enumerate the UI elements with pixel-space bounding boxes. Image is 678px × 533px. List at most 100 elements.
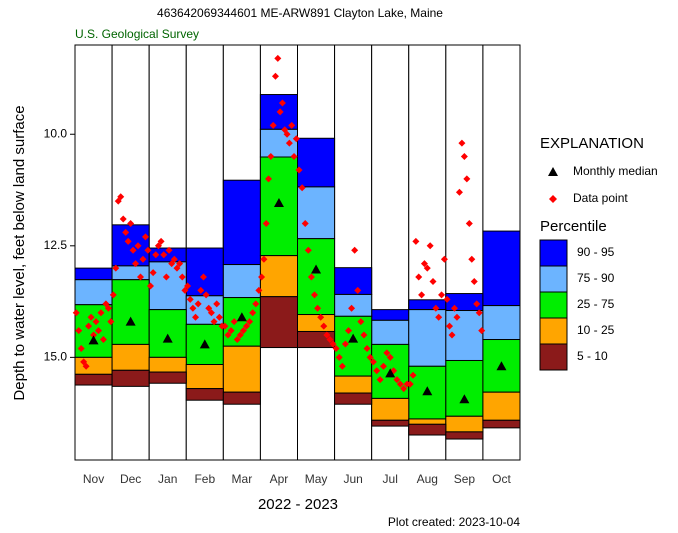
data-point: [420, 260, 428, 268]
data-point: [310, 291, 318, 299]
data-point: [369, 358, 377, 366]
data-point: [75, 327, 83, 335]
data-point: [453, 313, 461, 321]
percentile-band: [185, 388, 224, 401]
data-point: [458, 139, 466, 147]
percentile-band: [297, 137, 336, 188]
percentile-band: [111, 369, 150, 387]
data-point: [290, 153, 298, 161]
data-point: [181, 286, 189, 294]
data-point: [168, 260, 176, 268]
data-point: [92, 318, 100, 326]
data-point: [478, 327, 486, 335]
data-point: [443, 295, 451, 303]
data-point: [255, 286, 263, 294]
legend-label: 25 - 75: [577, 297, 615, 311]
data-point: [348, 304, 356, 312]
percentile-band: [297, 314, 336, 332]
data-point: [475, 309, 483, 317]
data-point: [94, 327, 102, 335]
percentile-band: [408, 299, 447, 311]
percentile-band: [111, 343, 150, 371]
monthly-median: [162, 333, 173, 343]
data-point: [112, 264, 120, 272]
percentile-band: [482, 230, 521, 307]
data-point: [295, 166, 303, 174]
data-point: [435, 313, 443, 321]
legend-subtitle: Percentile: [540, 218, 607, 235]
legend-label: Monthly median: [573, 164, 658, 178]
data-point: [99, 336, 107, 344]
data-point: [463, 175, 471, 183]
data-point: [152, 251, 160, 259]
data-point: [144, 246, 152, 254]
data-point: [429, 278, 437, 286]
data-point: [412, 237, 420, 245]
data-point: [335, 353, 343, 361]
legend-label: 10 - 25: [577, 323, 615, 337]
percentile-band: [334, 375, 373, 394]
data-point: [274, 54, 282, 62]
data-point: [178, 273, 186, 281]
x-tick-label: Dec: [120, 472, 141, 486]
data-point: [146, 282, 154, 290]
data-point: [176, 260, 184, 268]
x-tick-label: May: [305, 472, 328, 486]
y-tick-label: 15.0: [44, 350, 68, 364]
footnote: Plot created: 2023-10-04: [388, 515, 520, 529]
data-point: [418, 291, 426, 299]
data-point: [344, 327, 352, 335]
data-point: [409, 371, 417, 379]
percentile-band: [297, 186, 336, 240]
data-point: [341, 340, 349, 348]
percentile-band: [222, 345, 261, 393]
data-point: [77, 344, 85, 352]
data-point: [432, 304, 440, 312]
data-point: [124, 237, 132, 245]
data-point: [230, 318, 238, 326]
data-point: [192, 313, 200, 321]
percentile-band: [259, 255, 298, 298]
data-point: [221, 322, 229, 330]
data-point: [239, 327, 247, 335]
data-point: [298, 184, 306, 192]
data-point: [379, 362, 387, 370]
percentile-band: [482, 391, 521, 421]
percentile-band: [148, 356, 187, 373]
data-point: [465, 219, 473, 227]
data-point: [215, 313, 223, 321]
data-point: [288, 121, 296, 129]
data-point: [366, 353, 374, 361]
y-tick-label: 10.0: [44, 126, 68, 140]
monthly-median: [348, 333, 359, 343]
data-point: [329, 340, 337, 348]
percentile-band: [408, 418, 447, 425]
data-point: [276, 108, 284, 116]
data-point: [139, 255, 147, 263]
data-point: [386, 353, 394, 361]
data-point: [194, 300, 202, 308]
percentile-band: [371, 309, 410, 321]
data-point: [426, 242, 434, 250]
data-point: [243, 322, 251, 330]
data-point: [160, 251, 168, 259]
percentile-band: [371, 319, 410, 345]
data-point: [162, 273, 170, 281]
x-tick-label: Mar: [232, 472, 253, 486]
monthly-median: [459, 394, 470, 404]
data-point: [258, 273, 266, 281]
data-point: [199, 273, 207, 281]
monthly-median: [199, 339, 210, 349]
data-point: [376, 376, 384, 384]
monthly-median: [236, 312, 247, 322]
data-point: [137, 273, 145, 281]
percentile-band: [111, 279, 150, 345]
percentile-band: [74, 267, 113, 281]
legend-title: EXPLANATION: [540, 135, 644, 152]
data-point: [393, 376, 401, 384]
chart-subtitle: U.S. Geological Survey: [75, 27, 199, 41]
data-point: [360, 331, 368, 339]
data-point: [207, 309, 215, 317]
y-axis-label: Depth to water level, feet below land su…: [11, 105, 28, 400]
